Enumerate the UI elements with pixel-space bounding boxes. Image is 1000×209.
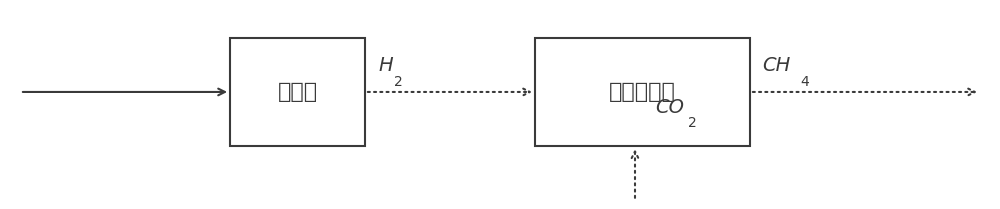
Text: CO: CO: [655, 98, 684, 117]
Bar: [230, 38, 365, 146]
Text: 甲烷反应器: 甲烷反应器: [609, 82, 676, 102]
Text: 2: 2: [688, 116, 697, 130]
Text: 电解槽: 电解槽: [277, 82, 318, 102]
Text: 4: 4: [800, 75, 809, 89]
Text: CH: CH: [762, 56, 790, 75]
Bar: [535, 38, 750, 146]
Text: H: H: [378, 56, 393, 75]
Text: 2: 2: [394, 75, 403, 89]
